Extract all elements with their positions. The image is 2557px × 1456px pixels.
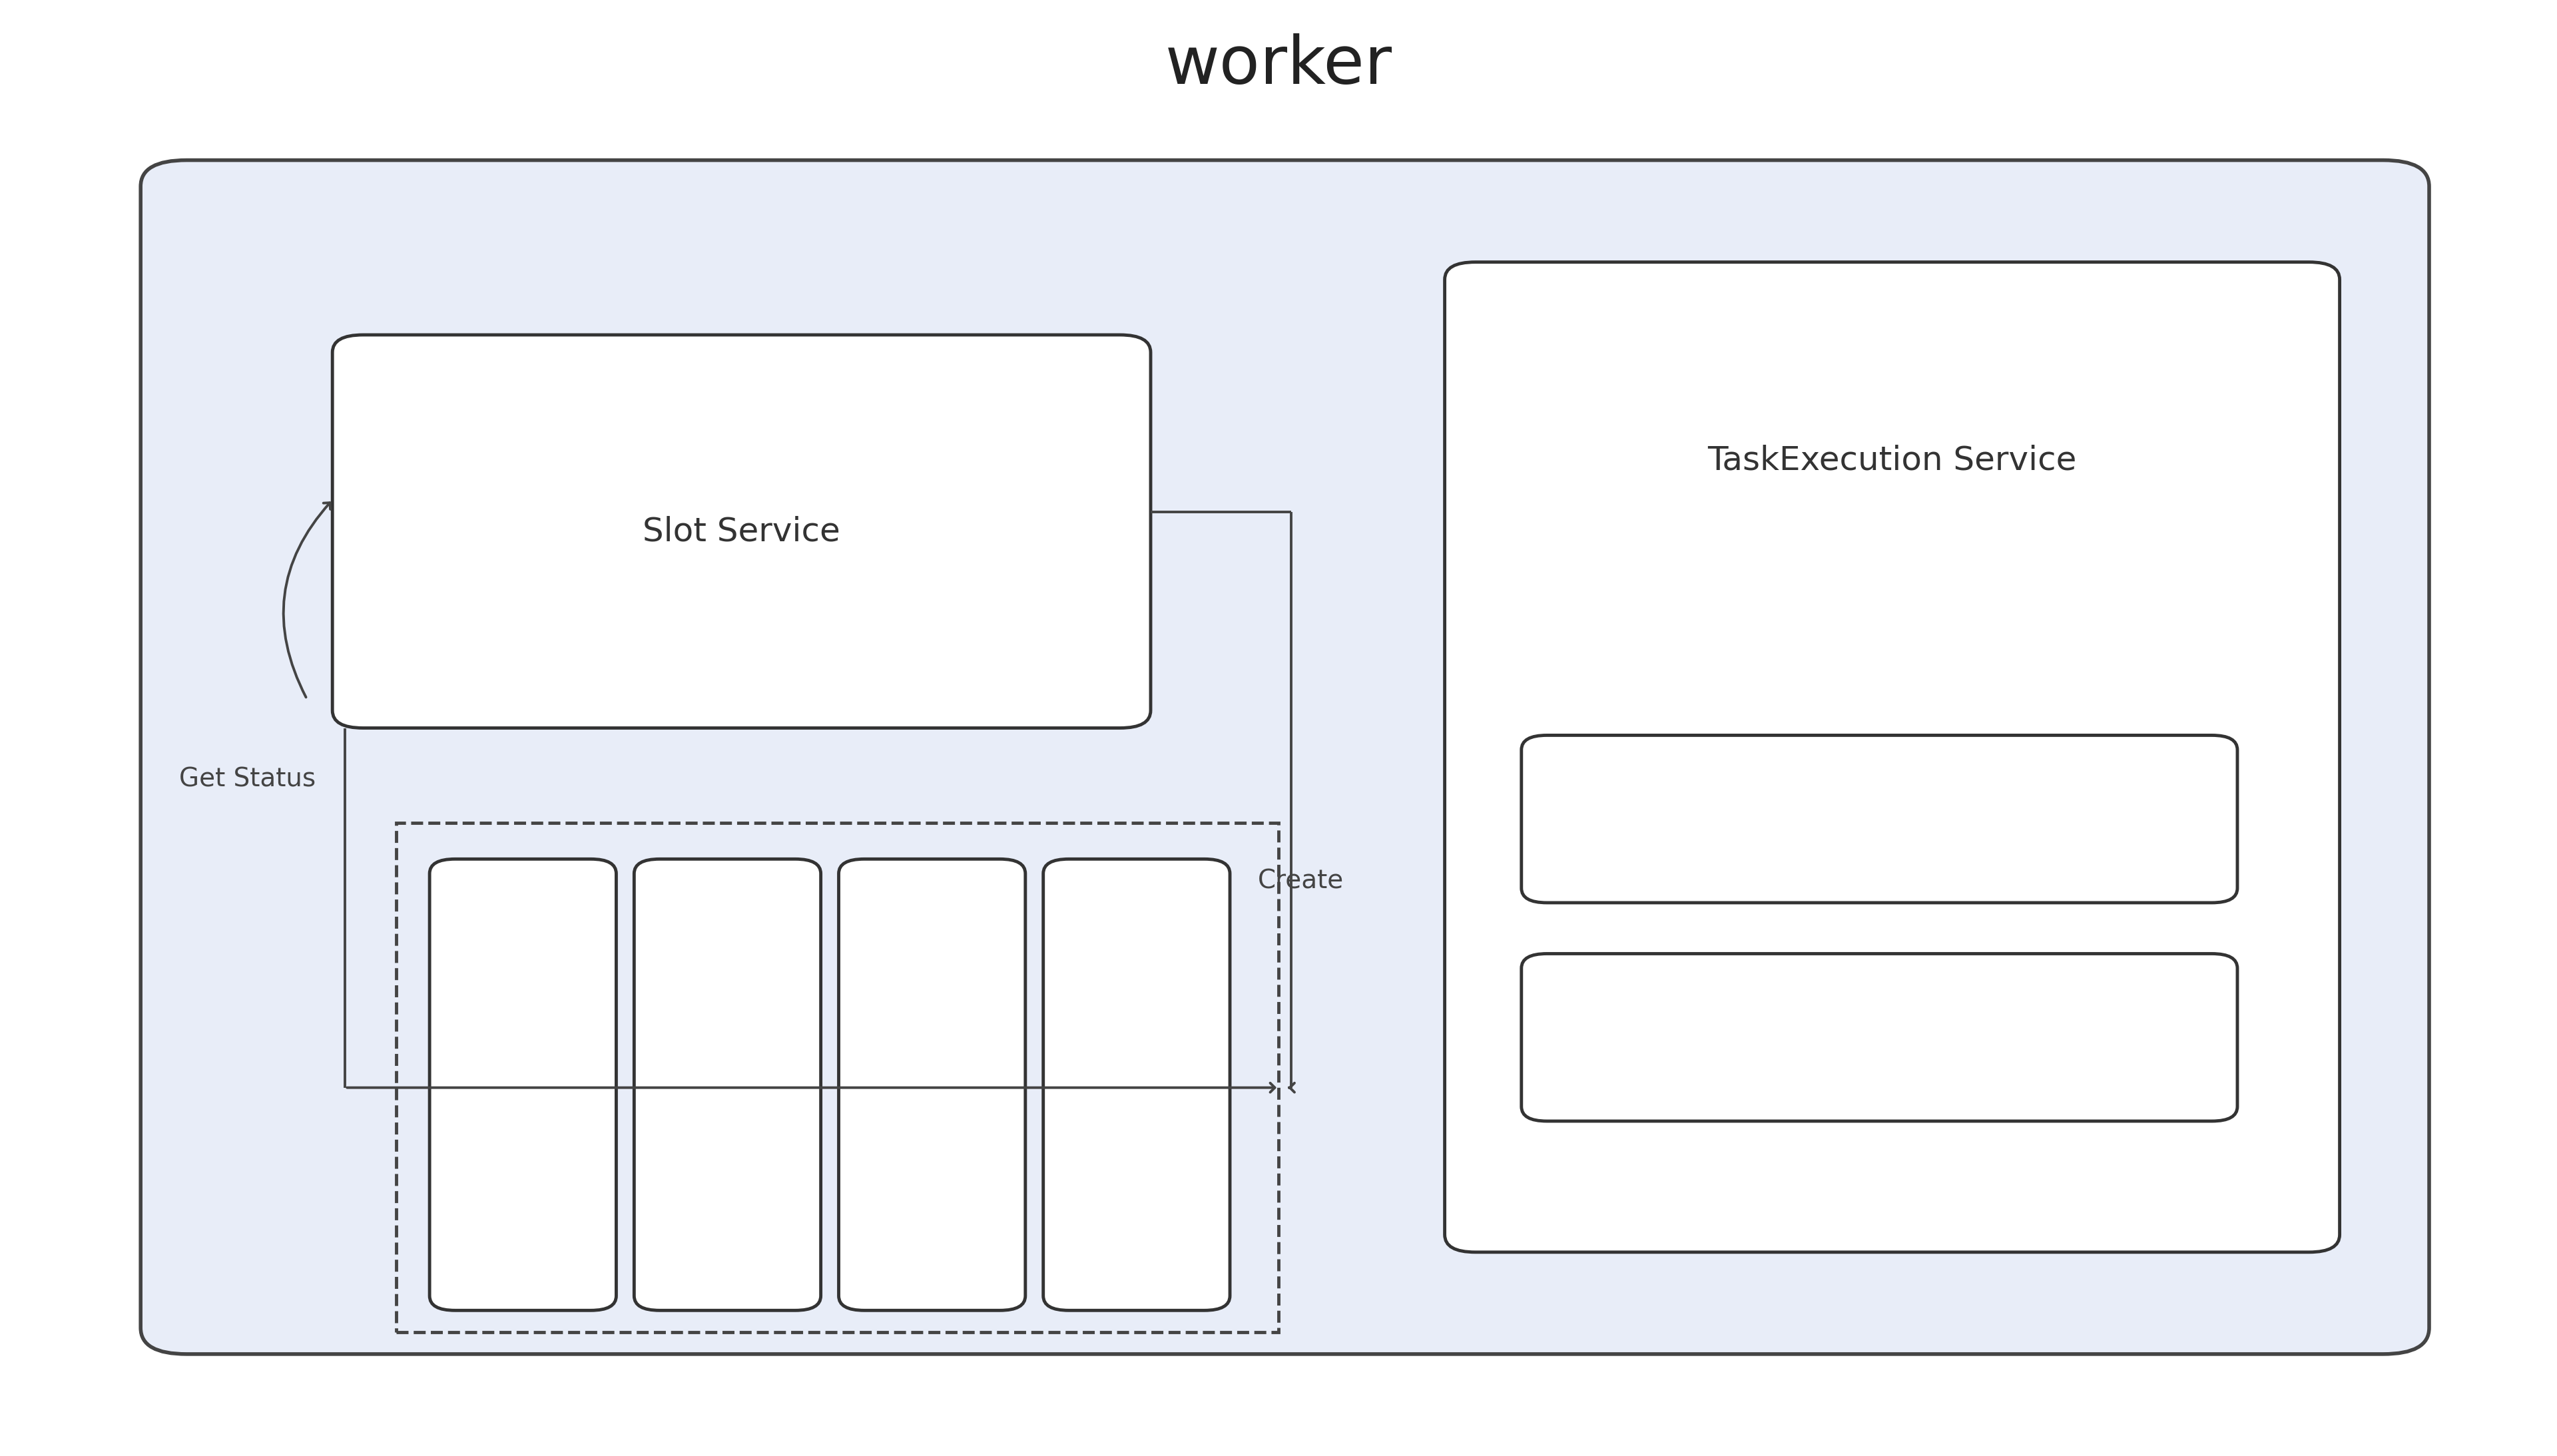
FancyBboxPatch shape <box>1043 859 1230 1310</box>
Bar <box>396 823 1278 1332</box>
Text: slot: slot <box>499 1232 547 1259</box>
FancyBboxPatch shape <box>839 859 1025 1310</box>
Text: slot: slot <box>908 1232 956 1259</box>
Text: slot: slot <box>703 1232 752 1259</box>
FancyBboxPatch shape <box>430 859 616 1310</box>
Text: Slot Service: Slot Service <box>642 515 841 547</box>
Text: TaskExecution Service: TaskExecution Service <box>1708 444 2076 476</box>
FancyBboxPatch shape <box>1521 954 2237 1121</box>
Text: eventForwardService: eventForwardService <box>1734 1024 2025 1051</box>
FancyBboxPatch shape <box>1445 262 2340 1252</box>
FancyBboxPatch shape <box>141 160 2429 1354</box>
Text: Get Status: Get Status <box>179 766 315 792</box>
Text: worker: worker <box>1166 33 1391 98</box>
Text: slot: slot <box>1112 1232 1161 1259</box>
FancyBboxPatch shape <box>1521 735 2237 903</box>
FancyBboxPatch shape <box>332 335 1151 728</box>
Text: Create: Create <box>1258 868 1345 894</box>
Text: executorService: executorService <box>1767 805 1992 833</box>
FancyBboxPatch shape <box>634 859 821 1310</box>
